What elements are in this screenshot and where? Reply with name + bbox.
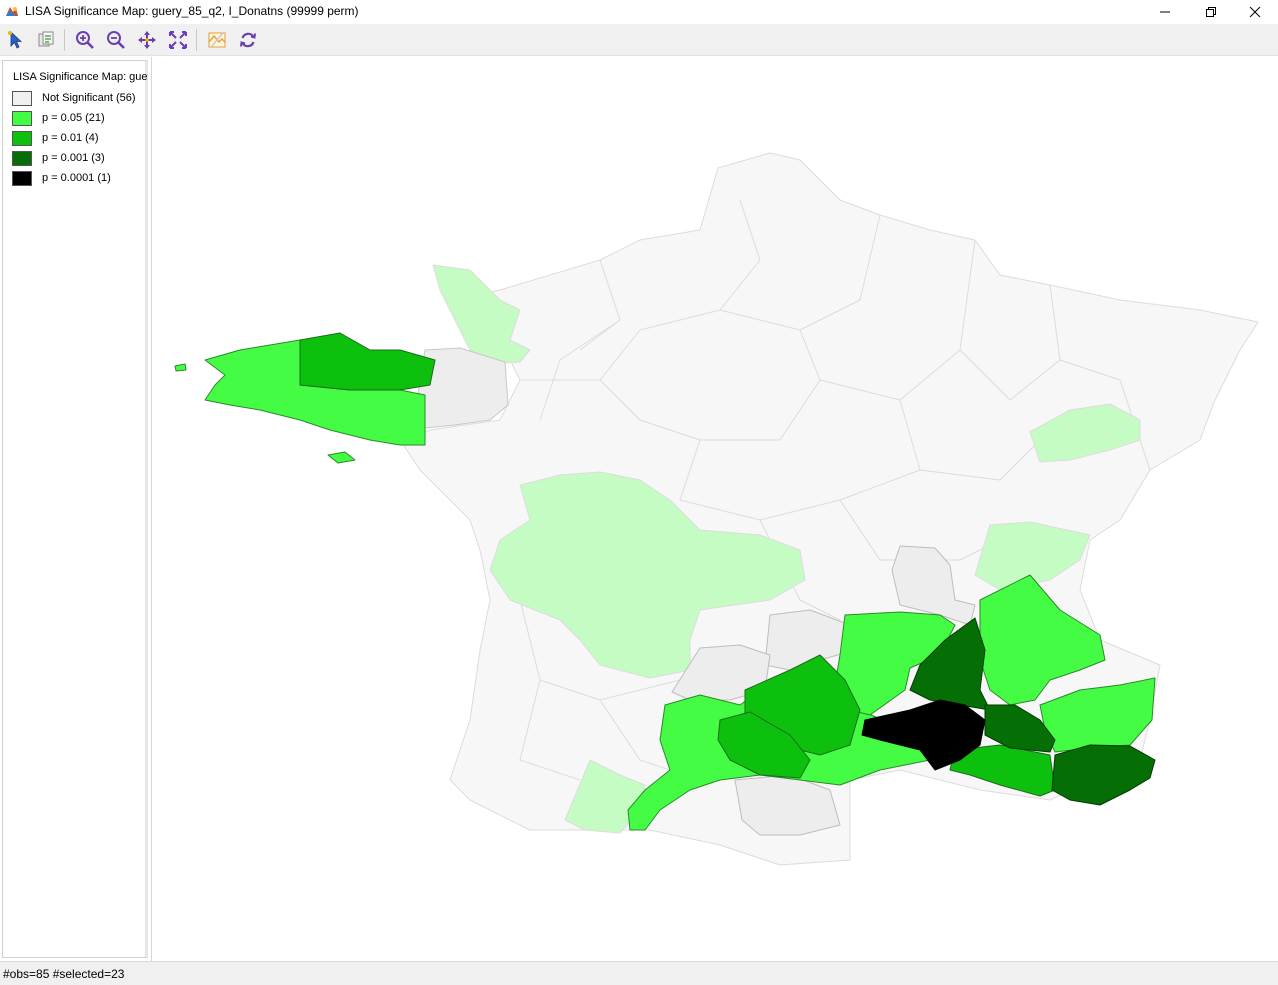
selection-status: #obs=85 #selected=23 — [3, 967, 125, 981]
toolbar-separator — [196, 29, 197, 51]
legend-panel[interactable]: LISA Significance Map: guery_85_q2 Not S… — [0, 57, 152, 961]
copy-select-icon — [38, 31, 54, 47]
zoom-out-tool-button[interactable] — [104, 28, 128, 52]
map-region-brittany-island[interactable] — [174, 363, 187, 372]
restore-button[interactable] — [1188, 0, 1234, 24]
map-region-boundaries — [519, 199, 1151, 781]
fit-extent-icon — [169, 31, 187, 49]
select-invert-tool-button[interactable] — [34, 28, 58, 52]
zoom-in-tool-button[interactable] — [73, 28, 97, 52]
refresh-tool-button[interactable] — [236, 28, 260, 52]
select-tool-button[interactable] — [4, 28, 28, 52]
map-layers-tool-button[interactable] — [205, 28, 229, 52]
legend-item-p001[interactable]: p = 0.001 (3) — [12, 150, 105, 166]
map-region-aveyron-p01[interactable] — [717, 711, 811, 779]
legend-swatch — [12, 110, 32, 126]
map-toolbar — [0, 24, 1278, 56]
map-layers-icon — [208, 32, 226, 48]
close-icon — [1249, 6, 1261, 18]
map-region-jura-p05[interactable] — [974, 521, 1091, 591]
minimize-button[interactable] — [1142, 0, 1188, 24]
map-region-cotes-armor-p01[interactable] — [299, 332, 436, 391]
map-region-brittany-island[interactable] — [327, 451, 356, 464]
map-region-not-significant[interactable] — [764, 609, 856, 671]
close-button[interactable] — [1232, 0, 1278, 24]
legend-label: p = 0.01 (4) — [42, 132, 99, 144]
legend-swatch — [12, 90, 32, 106]
refresh-icon — [240, 32, 256, 48]
title-bar: LISA Significance Map: guery_85_q2, I_Do… — [0, 0, 1278, 24]
map-region-centre-p05[interactable] — [489, 471, 806, 679]
legend-item-p05[interactable]: p = 0.05 (21) — [12, 110, 105, 126]
legend-swatch — [12, 170, 32, 186]
arrow-pointer-icon — [8, 31, 23, 49]
legend-item-p0001[interactable]: p = 0.0001 (1) — [12, 170, 111, 186]
status-bar: #obs=85 #selected=23 — [0, 961, 1278, 985]
zoom-out-icon — [107, 31, 125, 49]
fit-extent-tool-button[interactable] — [166, 28, 190, 52]
legend-label: Not Significant (56) — [42, 92, 136, 104]
window-title: LISA Significance Map: guery_85_q2, I_Do… — [25, 4, 359, 18]
zoom-in-icon — [76, 31, 94, 49]
legend-label: p = 0.0001 (1) — [42, 172, 111, 184]
map-region-alps-p05[interactable] — [979, 574, 1106, 706]
legend-item-not-significant[interactable]: Not Significant (56) — [12, 90, 136, 106]
minimize-icon — [1160, 11, 1170, 13]
legend-item-p01[interactable]: p = 0.01 (4) — [12, 130, 99, 146]
legend-label: p = 0.05 (21) — [42, 112, 105, 124]
legend-frame — [2, 60, 148, 958]
map-region-normandy-p05[interactable] — [432, 264, 531, 365]
map-region-gard-p0001[interactable] — [861, 699, 986, 771]
pan-arrows-icon — [138, 31, 156, 49]
legend-swatch — [12, 150, 32, 166]
map-region-drome-p001[interactable] — [909, 617, 991, 711]
map-canvas[interactable] — [153, 57, 1278, 961]
map-region-vaucluse-p001[interactable] — [984, 704, 1056, 753]
map-region-alpes-maritimes-p001[interactable] — [1051, 744, 1156, 806]
map-region-alsace-p05[interactable] — [1029, 403, 1141, 463]
legend-title: LISA Significance Map: guery_85_q2 — [13, 71, 148, 83]
toolbar-separator — [64, 29, 65, 51]
legend-label: p = 0.001 (3) — [42, 152, 105, 164]
restore-icon — [1206, 7, 1216, 17]
pan-tool-button[interactable] — [135, 28, 159, 52]
geoda-app-icon — [6, 7, 18, 16]
map-region-not-significant[interactable] — [891, 545, 976, 626]
france-choropleth-map[interactable] — [153, 57, 1278, 961]
legend-swatch — [12, 130, 32, 146]
